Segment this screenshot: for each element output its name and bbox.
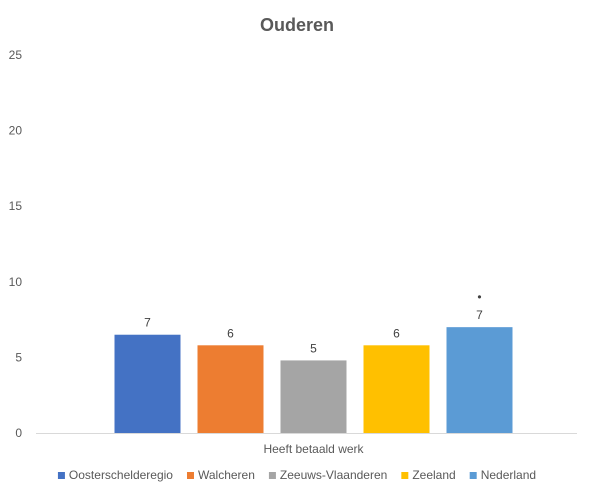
bar-zeeland [363,345,430,433]
significance-marker: • [477,290,481,304]
legend-item-oosterschelderegio: Oosterschelderegio [57,468,173,482]
legend-item-nederland: Nederland [469,468,536,482]
legend-swatch [268,472,276,479]
legend-item-zeeuws-vlaanderen: Zeeuws-Vlaanderen [268,468,387,482]
data-label: 7 [476,308,483,322]
category-label: Heeft betaald werk [263,442,364,456]
data-labels: 7 6 5 6 7 • [144,290,483,355]
data-label: 7 [144,316,151,330]
y-tick-label: 25 [9,48,23,62]
y-tick-label: 0 [15,426,22,440]
legend-label: Oosterschelderegio [69,468,173,482]
bar-nederland [446,327,513,433]
y-tick-label: 20 [9,124,23,138]
legend-swatch [401,472,409,479]
legend-label: Zeeuws-Vlaanderen [280,468,387,482]
y-tick-label: 5 [15,350,22,364]
data-label: 6 [227,326,234,340]
y-tick-label: 10 [9,275,23,289]
legend-item-walcheren: Walcheren [186,468,255,482]
data-label: 6 [393,326,400,340]
bar-oosterschelderegio [114,334,181,433]
data-label: 5 [310,341,317,355]
chart-title: Ouderen [260,15,334,35]
legend-label: Walcheren [198,468,255,482]
legend: Oosterschelderegio Walcheren Zeeuws-Vlaand… [57,468,536,482]
legend-swatch [186,472,194,479]
bar-walcheren [197,345,264,433]
legend-item-zeeland: Zeeland [401,468,456,482]
legend-label: Nederland [481,468,536,482]
bar-zeeuws-vlaanderen [280,360,347,433]
legend-label: Zeeland [412,468,455,482]
legend-swatch [469,472,477,479]
category-labels: Heeft betaald werk [263,442,364,456]
bar-group [114,327,513,433]
legend-swatch [57,472,65,479]
y-axis: 0 5 10 15 20 25 [9,48,23,440]
y-tick-label: 15 [9,199,23,213]
